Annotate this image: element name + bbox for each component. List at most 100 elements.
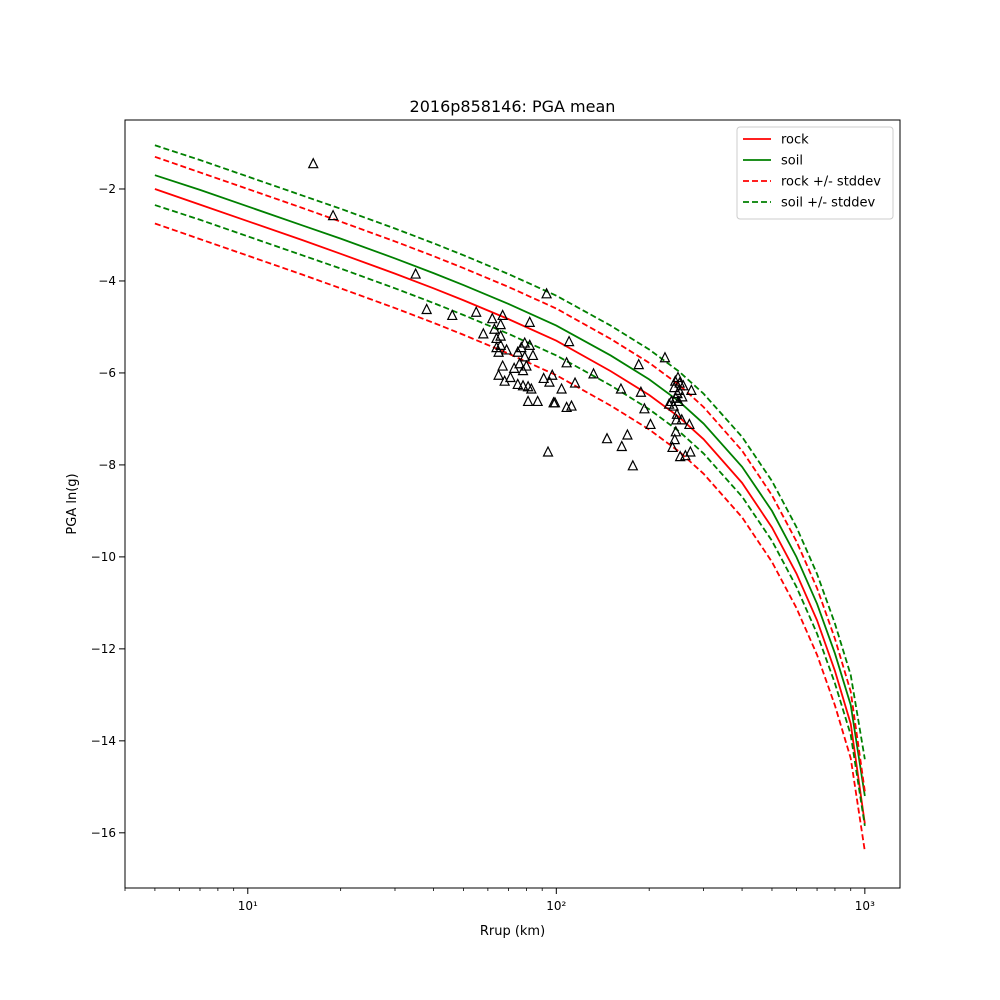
- data-point: [684, 445, 696, 457]
- plot-area: [125, 120, 900, 888]
- series-line-1: [154, 174, 866, 797]
- y-tick-label-group: −10: [91, 550, 116, 564]
- data-point: [638, 402, 650, 414]
- data-point: [679, 449, 691, 461]
- data-point: [525, 382, 537, 394]
- data-point: [677, 379, 689, 391]
- axes: 10¹ 10² 10³ −2 −4 −6 −8 −10 −12 −14 −16: [91, 182, 875, 913]
- y-tick-label-group: −12: [91, 642, 116, 656]
- data-point: [667, 441, 678, 453]
- data-point: [512, 378, 524, 390]
- series-line-2-lower: [154, 222, 866, 852]
- x-tick-label: 10²: [546, 899, 566, 913]
- data-point: [327, 209, 339, 221]
- data-point: [669, 374, 681, 386]
- data-point: [524, 338, 536, 350]
- data-point: [532, 395, 544, 407]
- data-point: [676, 413, 688, 425]
- x-tick-label: 10³: [855, 899, 875, 913]
- y-tick-label: −14: [91, 734, 116, 748]
- data-point: [556, 382, 568, 394]
- data-point: [685, 384, 697, 396]
- legend-label: soil +/- stddev: [781, 196, 876, 211]
- data-point: [633, 358, 645, 370]
- y-tick-label: −12: [91, 642, 116, 656]
- series-line-3-lower: [154, 204, 866, 827]
- data-point: [621, 428, 633, 440]
- series-line-0: [154, 188, 866, 824]
- x-tick-label: 10¹: [238, 899, 258, 913]
- data-point: [669, 433, 681, 445]
- data-point: [410, 267, 422, 279]
- y-tick-label-group: −16: [91, 826, 116, 840]
- x-axis-label: Rrup (km): [480, 924, 545, 939]
- data-point: [495, 318, 507, 330]
- y-tick-label: −10: [91, 550, 116, 564]
- x-tick-label-group: 10²: [546, 899, 566, 913]
- legend-box: [736, 126, 894, 220]
- plot-content: [154, 144, 866, 852]
- data-point: [542, 445, 554, 457]
- data-point: [517, 379, 529, 391]
- data-point: [566, 399, 577, 411]
- data-point: [446, 309, 458, 321]
- data-point: [645, 418, 656, 430]
- data-point: [470, 305, 482, 317]
- x-tick-label-group: 10³: [855, 899, 875, 913]
- data-point: [538, 372, 550, 384]
- y-tick-label: −8: [98, 458, 116, 472]
- data-point: [493, 345, 505, 357]
- data-point: [615, 382, 627, 394]
- series-line-3-upper: [154, 144, 866, 760]
- data-point: [504, 371, 516, 383]
- data-point: [519, 336, 531, 348]
- series-line-2-upper: [154, 155, 866, 792]
- data-point: [635, 385, 647, 397]
- data-point: [543, 375, 555, 387]
- data-point: [663, 397, 675, 409]
- y-tick-label-group: −2: [98, 182, 116, 196]
- data-point: [670, 425, 682, 437]
- legend-label: rock: [781, 133, 809, 148]
- data-point: [524, 316, 536, 327]
- data-point: [522, 395, 534, 407]
- data-point: [676, 390, 688, 402]
- data-point: [497, 359, 509, 371]
- data-point: [683, 418, 695, 430]
- data-point: [561, 356, 573, 368]
- y-tick-label-group: −8: [98, 458, 116, 472]
- data-point: [421, 303, 433, 315]
- plot-frame: [124, 119, 901, 889]
- y-tick-label: −4: [98, 274, 116, 288]
- y-tick-label: −2: [98, 182, 116, 196]
- data-point: [495, 338, 507, 350]
- x-tick-label-group: 10¹: [238, 899, 258, 913]
- data-point: [541, 287, 553, 299]
- data-point: [493, 368, 505, 380]
- data-point: [477, 327, 489, 339]
- data-point: [307, 157, 319, 169]
- data-point: [670, 413, 682, 425]
- y-tick-label-group: −14: [91, 734, 116, 748]
- data-point: [627, 459, 639, 471]
- data-point: [549, 396, 561, 408]
- data-point: [486, 312, 498, 324]
- y-axis-label: PGA ln(g): [65, 473, 80, 534]
- data-point: [546, 368, 558, 380]
- data-point: [514, 357, 526, 369]
- data-point: [520, 359, 532, 371]
- data-point: [616, 440, 628, 452]
- data-point: [497, 309, 509, 321]
- data-point: [501, 343, 513, 355]
- data-point: [563, 335, 575, 347]
- chart-title: 2016p858146: PGA mean: [410, 97, 616, 116]
- data-point: [569, 376, 581, 388]
- data-point: [671, 407, 683, 419]
- legend: rock soil rock +/- stddev soil +/- stddev: [736, 126, 894, 220]
- y-tick-label: −6: [98, 366, 116, 380]
- data-point: [659, 351, 671, 363]
- data-point: [588, 367, 599, 379]
- y-tick-label-group: −6: [98, 366, 116, 380]
- legend-label: soil: [781, 154, 803, 169]
